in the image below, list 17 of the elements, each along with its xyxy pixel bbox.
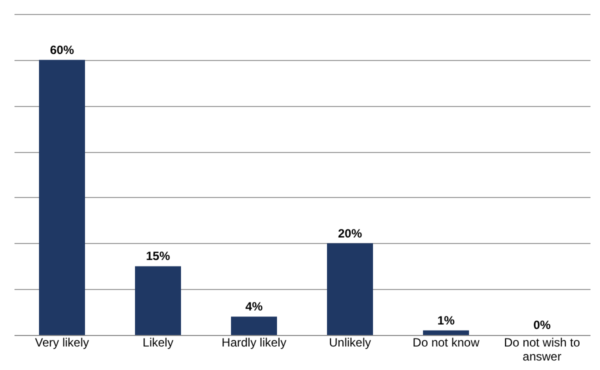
x-tick-label: Do not wish to answer bbox=[504, 336, 580, 364]
bar bbox=[423, 330, 469, 335]
x-tick-label: Do not know bbox=[412, 336, 480, 350]
x-tick-label: Very likely bbox=[34, 336, 90, 350]
data-label: 0% bbox=[533, 318, 551, 332]
data-label: 60% bbox=[50, 42, 74, 57]
x-tick-label: Hardly likely bbox=[222, 336, 286, 350]
data-label: 1% bbox=[437, 313, 455, 328]
data-label: 4% bbox=[245, 300, 263, 314]
bar bbox=[231, 316, 277, 335]
x-tick-label: Unlikely bbox=[328, 336, 372, 350]
data-label: 20% bbox=[338, 226, 362, 240]
data-label: 15% bbox=[146, 249, 170, 264]
bar bbox=[135, 266, 181, 335]
x-tick-label: Likely bbox=[142, 336, 174, 350]
bar bbox=[327, 243, 373, 335]
bar bbox=[39, 60, 85, 335]
